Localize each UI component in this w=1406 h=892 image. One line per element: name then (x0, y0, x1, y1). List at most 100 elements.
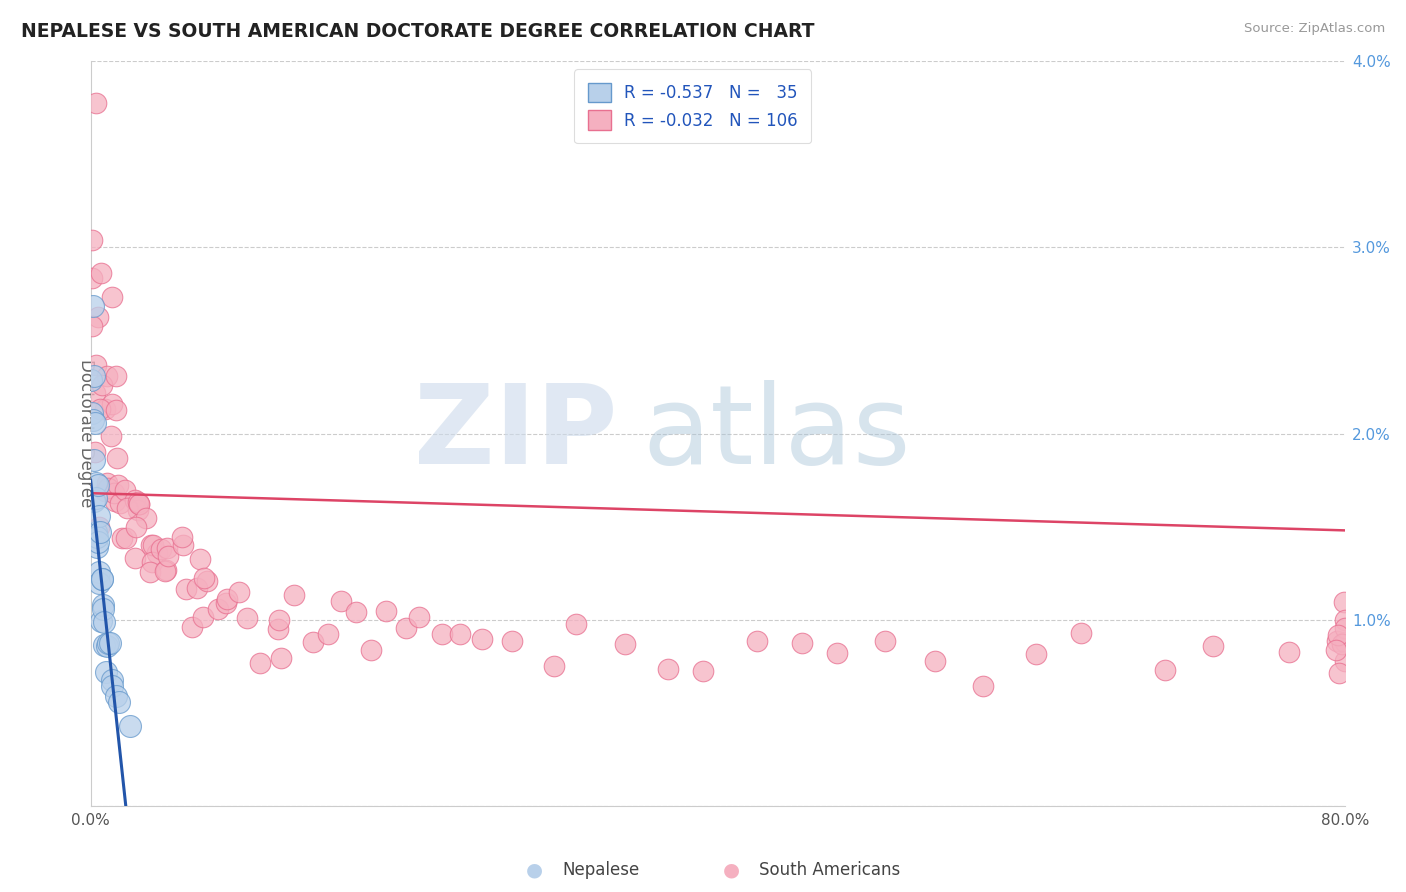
Point (1154, 663, 1177, 677)
Point (375, 604, 398, 618)
Point (188, 552, 211, 566)
Point (790, 636, 813, 650)
Point (215, 592, 238, 607)
Point (1333, 595, 1355, 609)
Point (101, 397, 124, 411)
Point (94, 402, 117, 417)
Point (82, 233, 104, 247)
Point (692, 664, 714, 678)
Point (101, 290, 124, 304)
Point (86, 540, 108, 554)
Point (104, 493, 127, 508)
Point (82, 413, 104, 427)
Point (83, 445, 105, 459)
Point (186, 581, 208, 595)
Text: ZIP: ZIP (415, 380, 617, 487)
Point (170, 530, 193, 544)
Point (82, 271, 104, 285)
Point (193, 571, 215, 585)
Text: NEPALESE VS SOUTH AMERICAN DOCTORATE DEGREE CORRELATION CHART: NEPALESE VS SOUTH AMERICAN DOCTORATE DEG… (21, 22, 814, 41)
Point (145, 546, 167, 560)
Point (1201, 640, 1223, 654)
Point (82, 299, 104, 313)
Point (97, 481, 120, 495)
Point (80, 406, 103, 420)
Point (93, 615, 115, 630)
Point (873, 634, 896, 648)
Point (1278, 645, 1301, 659)
Point (101, 673, 124, 688)
Text: South Americans: South Americans (759, 861, 900, 879)
Point (408, 610, 430, 624)
Point (1330, 637, 1353, 651)
Point (96, 476, 118, 491)
Point (104, 368, 127, 383)
Point (91, 572, 114, 586)
Point (91, 378, 114, 392)
Point (91, 602, 114, 616)
Point (114, 483, 136, 497)
Point (330, 594, 353, 608)
Point (84, 358, 107, 372)
Point (93, 638, 115, 652)
Point (301, 635, 323, 649)
Point (124, 493, 146, 508)
Point (1334, 635, 1357, 649)
Point (543, 659, 565, 673)
Point (1326, 634, 1348, 648)
Point (1334, 613, 1357, 627)
Legend: R = -0.537   N =   35, R = -0.032   N = 106: R = -0.537 N = 35, R = -0.032 N = 106 (574, 70, 811, 143)
Point (565, 616, 588, 631)
Point (172, 538, 194, 552)
Point (139, 538, 162, 552)
Point (120, 719, 142, 733)
Point (87, 534, 110, 549)
Point (449, 627, 471, 641)
Point (153, 565, 176, 579)
Point (82, 318, 104, 333)
Point (141, 555, 163, 569)
Point (156, 541, 179, 555)
Text: ●: ● (723, 860, 740, 880)
Point (96, 368, 118, 383)
Point (1070, 625, 1092, 640)
Point (214, 596, 236, 610)
Point (267, 622, 290, 636)
Point (107, 478, 129, 492)
Point (125, 519, 148, 533)
Point (115, 531, 138, 545)
Point (98, 636, 121, 650)
Point (86, 530, 108, 544)
Point (83, 417, 105, 431)
Point (501, 634, 523, 648)
Point (1327, 627, 1350, 641)
Point (84, 525, 107, 540)
Point (747, 634, 769, 648)
Point (84, 491, 107, 505)
Point (83, 453, 105, 467)
Point (90, 572, 112, 586)
Point (1334, 621, 1357, 635)
Point (108, 695, 131, 709)
Point (86, 310, 108, 324)
Point (91, 598, 114, 612)
Point (80, 373, 103, 387)
Point (195, 574, 218, 588)
Text: ●: ● (526, 860, 543, 880)
Point (83, 494, 105, 508)
Point (1025, 647, 1047, 661)
Point (87, 520, 110, 534)
Point (96, 639, 118, 653)
Point (105, 450, 128, 465)
Point (193, 610, 215, 624)
Point (430, 627, 453, 641)
Point (156, 549, 179, 564)
Point (86, 96, 108, 111)
Point (236, 611, 259, 625)
Point (155, 563, 177, 577)
Point (84, 385, 107, 400)
Point (87, 565, 110, 579)
Point (1324, 643, 1347, 657)
Point (1327, 666, 1350, 681)
Point (89, 402, 111, 417)
